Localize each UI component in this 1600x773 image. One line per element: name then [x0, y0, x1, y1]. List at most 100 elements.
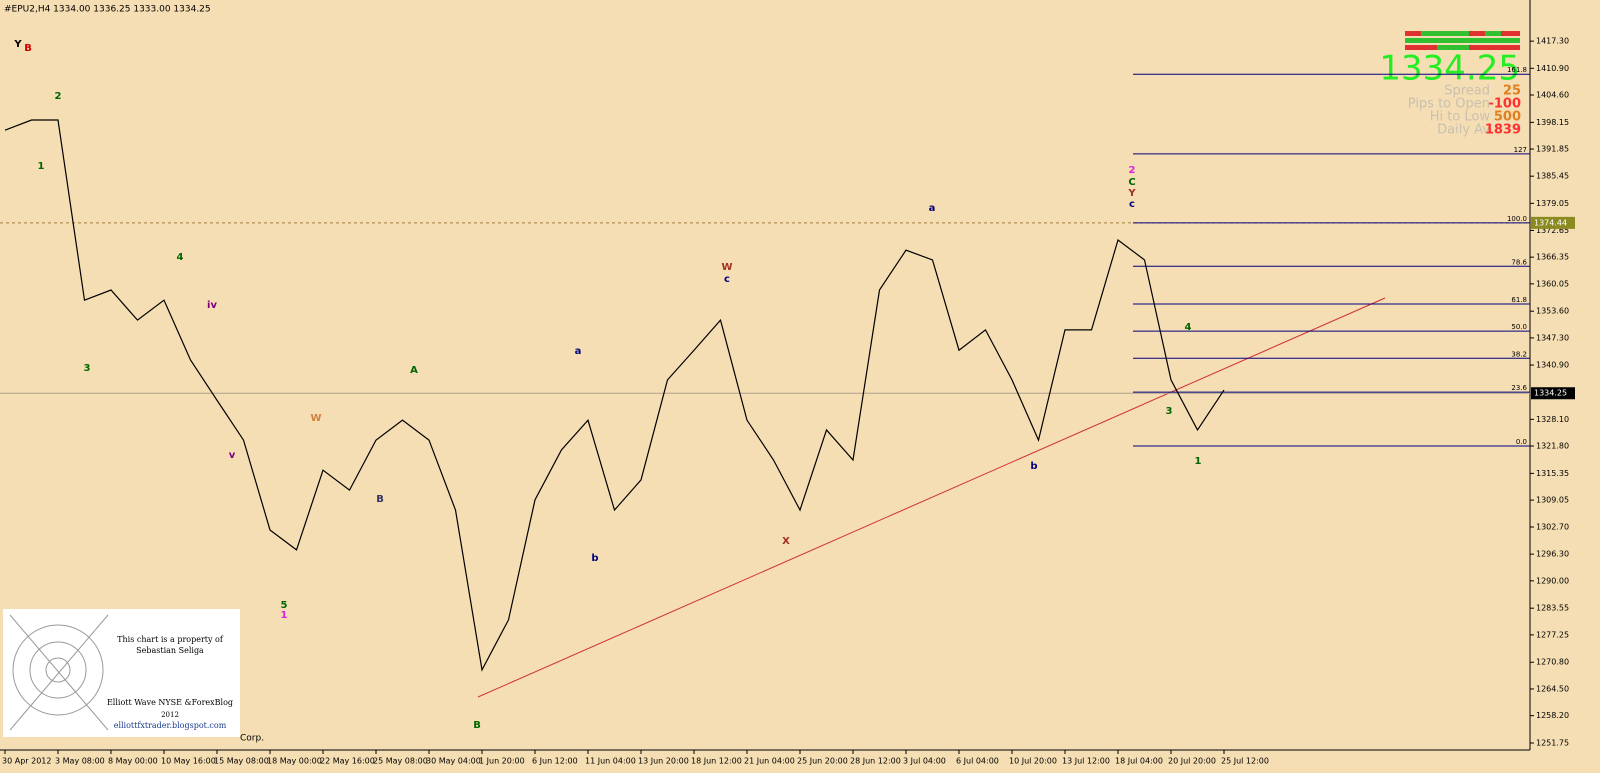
y-tick-label: 1321.80: [1536, 442, 1569, 451]
wave-label: 3: [1166, 406, 1173, 417]
y-tick-label: 1290.00: [1536, 576, 1569, 585]
level-label: 1374.44: [1534, 218, 1567, 227]
y-tick-label: 1391.85: [1536, 145, 1569, 154]
wave-label: W: [721, 262, 732, 273]
wave-label: 4: [1185, 322, 1192, 333]
price-display: 1334.25: [1379, 49, 1520, 89]
panel-value: 500: [1494, 110, 1521, 125]
fib-label: 161.8: [1507, 66, 1527, 74]
cell: [1405, 45, 1437, 50]
timeframe-grid: [1405, 31, 1520, 50]
fib-label: 100.0: [1507, 215, 1527, 223]
trend-line: [477, 297, 1386, 698]
panel-value: 25: [1503, 84, 1521, 99]
y-tick-label: 1366.35: [1536, 253, 1569, 262]
last-price-box: [1531, 387, 1575, 400]
wave-label: 3: [84, 363, 91, 374]
fib-label: 50.0: [1511, 323, 1527, 331]
wave-label: c: [1129, 199, 1135, 210]
cell: [1437, 45, 1469, 50]
wave-label: c: [724, 274, 730, 285]
y-tick-label: 1270.80: [1536, 658, 1569, 667]
wave-label: Y: [13, 39, 22, 50]
x-tick-label: 15 May 08:00: [214, 757, 269, 766]
x-tick-label: 30 Apr 2012: [2, 757, 51, 766]
wave-label: iv: [207, 300, 217, 311]
fib-label: 23.6: [1511, 384, 1527, 392]
panel-label: Daily Av: [1437, 123, 1490, 138]
x-tick-label: 25 Jun 20:00: [797, 757, 848, 766]
x-tick-label: 18 Jun 12:00: [691, 757, 742, 766]
level-box: [1531, 216, 1575, 229]
y-tick-label: 1296.30: [1536, 550, 1569, 559]
fib-label: 0.0: [1516, 438, 1527, 446]
x-tick-label: 11 Jun 04:00: [585, 757, 636, 766]
x-tick-label: 25 Jul 12:00: [1221, 757, 1269, 766]
fib-label: 61.8: [1511, 296, 1527, 304]
cell: [1485, 31, 1501, 36]
x-tick-label: 13 Jul 12:00: [1062, 757, 1110, 766]
y-tick-label: 1251.75: [1536, 739, 1569, 748]
x-tick-label: 6 Jul 04:00: [956, 757, 999, 766]
y-tick-label: 1398.15: [1536, 118, 1569, 127]
y-tick-label: 1404.60: [1536, 90, 1569, 99]
wave-label: a: [575, 346, 582, 357]
y-tick-label: 1372.65: [1536, 226, 1569, 235]
y-tick-label: 1283.55: [1536, 604, 1569, 613]
y-tick-label: 1309.05: [1536, 496, 1569, 505]
x-tick-label: 10 May 16:00: [161, 757, 216, 766]
y-tick-label: 1340.90: [1536, 361, 1569, 370]
y-tick-label: 1410.90: [1536, 64, 1569, 73]
logo: [45, 657, 71, 683]
watermark-text: This chart is a property of: [117, 635, 224, 644]
y-tick-label: 1347.30: [1536, 333, 1569, 342]
watermark-text: Sebastian Seliga: [136, 646, 204, 655]
x-tick-label: 13 Jun 20:00: [638, 757, 689, 766]
wave-label: 2: [1129, 165, 1136, 176]
wave-label: 4: [177, 252, 184, 263]
y-tick-label: 1315.35: [1536, 469, 1569, 478]
wave-label: a: [929, 203, 936, 214]
last-price-label: 1334.25: [1534, 389, 1567, 398]
watermark-text: elliottfxtrader.blogspot.com: [114, 721, 227, 730]
cell: [1453, 31, 1469, 36]
y-tick-label: 1353.60: [1536, 307, 1569, 316]
wave-label: C: [1128, 177, 1135, 188]
logo: [9, 614, 109, 731]
watermark: This chart is a property of Sebastian Se…: [3, 609, 240, 737]
x-tick-label: 1 Jun 20:00: [479, 757, 525, 766]
fib-label: 127: [1514, 146, 1527, 154]
wave-label: B: [376, 494, 384, 505]
panel-label: Spread: [1444, 84, 1490, 99]
cell: [1405, 31, 1421, 36]
x-tick-label: 3 May 08:00: [55, 757, 105, 766]
x-tick-label: 3 Jul 04:00: [903, 757, 946, 766]
y-tick-label: 1264.50: [1536, 684, 1569, 693]
x-tick-label: 10 Jul 20:00: [1009, 757, 1057, 766]
cell: [1501, 31, 1520, 36]
price-line: [4, 119, 1225, 672]
fib-label: 38.2: [1511, 350, 1527, 358]
y-tick-label: 1417.30: [1536, 37, 1569, 46]
x-tick-label: 30 May 04:00: [426, 757, 481, 766]
wave-label: 5: [281, 600, 288, 611]
wave-label: A: [410, 365, 418, 376]
panel-value: -100: [1488, 97, 1521, 112]
y-tick-label: 1328.10: [1536, 415, 1569, 424]
y-tick-label: 1379.05: [1536, 199, 1569, 208]
y-tick-label: 1385.45: [1536, 172, 1569, 181]
y-tick-label: 1302.70: [1536, 523, 1569, 532]
logo: [12, 624, 104, 716]
wave-label: 1: [281, 610, 288, 621]
cell: [1421, 31, 1437, 36]
x-tick-label: 8 May 00:00: [108, 757, 158, 766]
x-tick-label: 20 Jul 20:00: [1168, 757, 1216, 766]
cell: [1405, 38, 1520, 43]
chart-title: #EPU2,H4 1334.00 1336.25 1333.00 1334.25: [4, 5, 211, 15]
y-tick-label: 1258.20: [1536, 711, 1569, 720]
x-tick-label: 25 May 08:00: [373, 757, 428, 766]
x-tick-label: 21 Jun 04:00: [744, 757, 795, 766]
wave-label: 1: [38, 161, 45, 172]
wave-label: W: [310, 413, 321, 424]
